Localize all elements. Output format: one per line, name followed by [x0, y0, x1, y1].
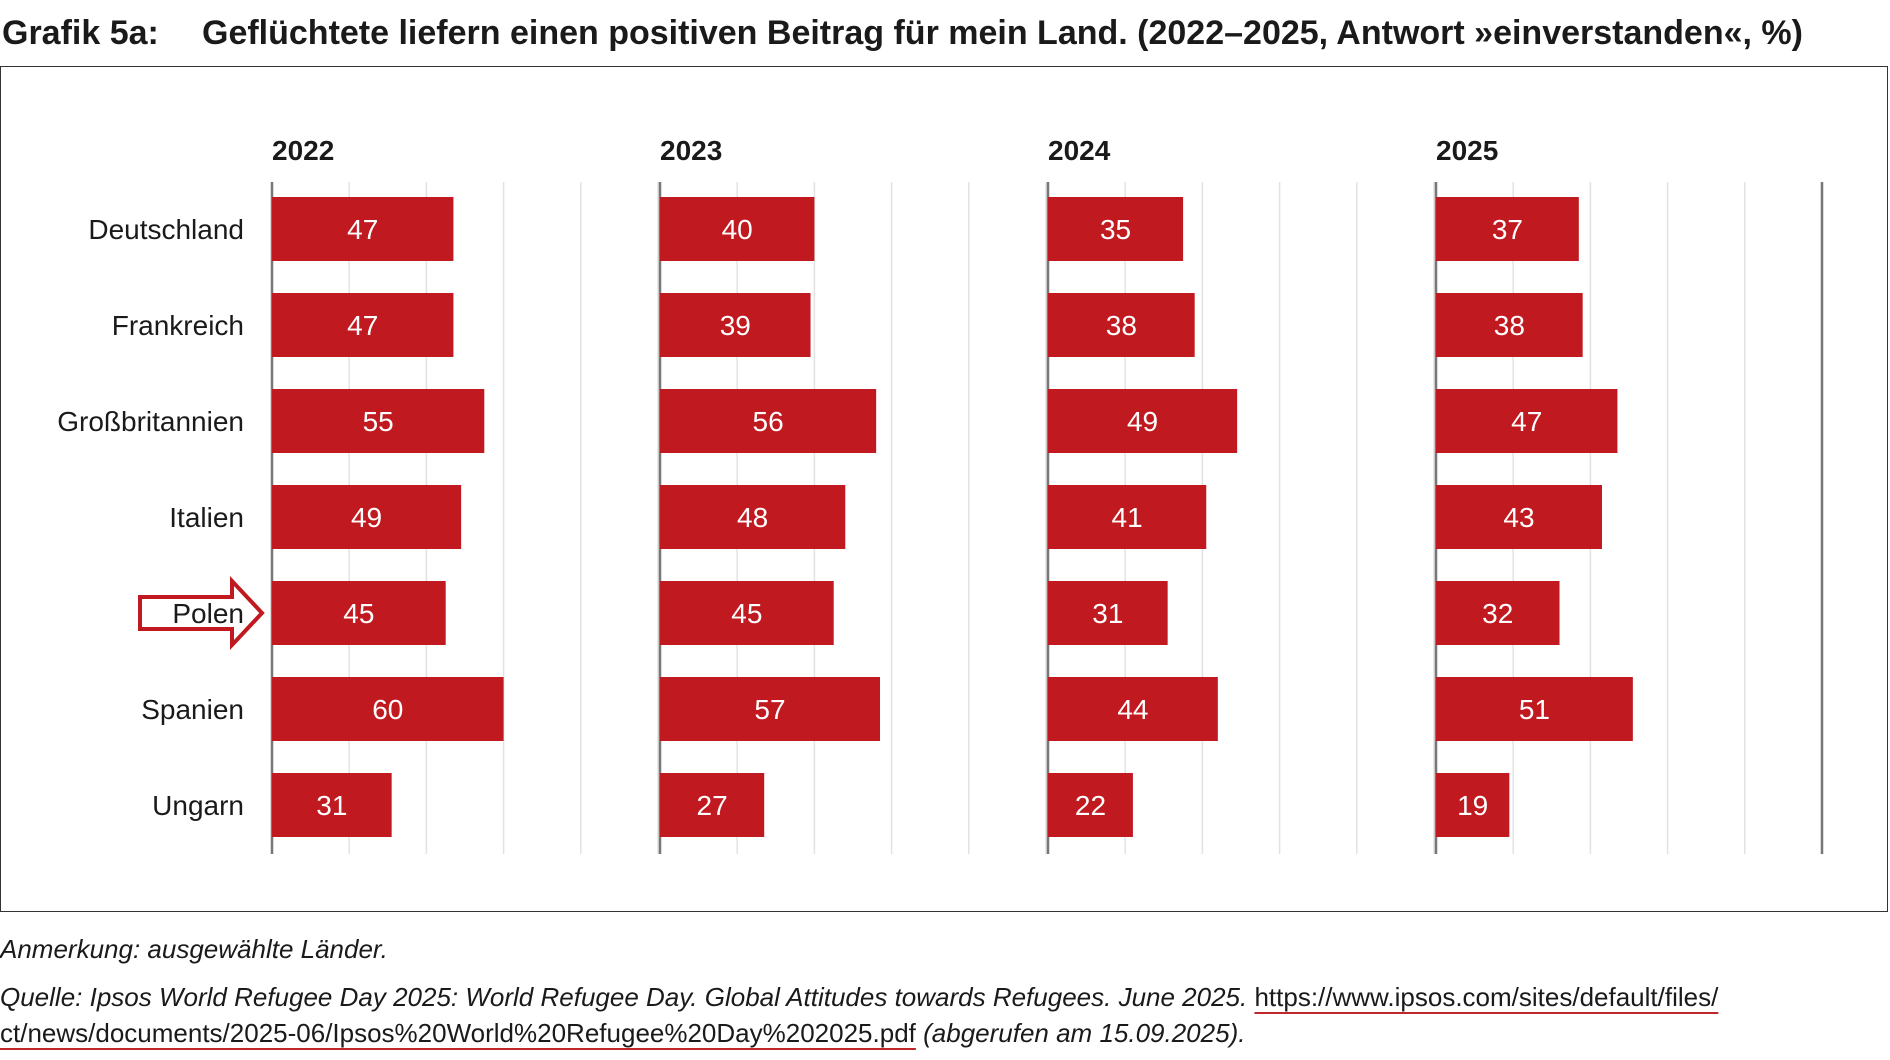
highlight-arrow-icon [138, 575, 265, 651]
category-label: Frankreich [112, 310, 244, 341]
bar [660, 581, 834, 645]
bar [1048, 197, 1184, 261]
source-text: Quelle: Ipsos World Refugee Day 2025: Wo… [0, 982, 1255, 1012]
source-link-part-1[interactable]: https://www.ipsos.com/sites/default/file… [1254, 982, 1719, 1012]
bar-value-label: 38 [1494, 310, 1525, 341]
note-text: Anmerkung: ausgewählte Länder. [0, 934, 388, 964]
bar [272, 485, 462, 549]
category-label: Spanien [141, 694, 244, 725]
category-label: Italien [169, 502, 244, 533]
bar [1436, 293, 1583, 357]
bar [1436, 677, 1633, 741]
chart-title-row: Grafik 5a: Geflüchtete liefern einen pos… [0, 8, 1890, 58]
panel-title: 2025 [1436, 135, 1498, 166]
chart-title: Geflüchtete liefern einen positiven Beit… [202, 13, 1803, 52]
bar [1436, 389, 1618, 453]
chart-frame: 2022 2023 2024 2025 Deutschland Frankreich Gro… [0, 66, 1888, 912]
category-label: Polen [172, 598, 244, 629]
bar-value-label: 40 [722, 214, 753, 245]
panel-title: 2023 [660, 135, 722, 166]
bar [272, 773, 392, 837]
bar-chart: 2022 2023 2024 2025 Deutschland Frankreich Gro… [57, 135, 1824, 854]
bar-value-label: 47 [347, 214, 378, 245]
bar-value-label: 31 [316, 790, 347, 821]
bar [1048, 293, 1195, 357]
bar [272, 197, 454, 261]
bar-value-label: 49 [1127, 406, 1158, 437]
bar-value-label: 32 [1482, 598, 1513, 629]
source-access-date: (abgerufen am 15.09.2025). [915, 1018, 1246, 1048]
bar-value-label: 48 [737, 502, 768, 533]
bar-value-label: 43 [1503, 502, 1534, 533]
bar-value-label: 41 [1112, 502, 1143, 533]
category-label: Ungarn [152, 790, 244, 821]
bar [1048, 773, 1133, 837]
bar [1048, 485, 1207, 549]
bar [1436, 485, 1602, 549]
bar [272, 293, 454, 357]
bar-value-label: 45 [731, 598, 762, 629]
bar [1436, 773, 1510, 837]
bar-value-label: 49 [351, 502, 382, 533]
bar [1048, 581, 1168, 645]
panel-title: 2024 [1048, 135, 1111, 166]
bar-value-label: 37 [1492, 214, 1523, 245]
bar-value-label: 45 [343, 598, 374, 629]
panel-title: 2022 [272, 135, 334, 166]
category-label: Großbritannien [57, 406, 244, 437]
bar [660, 197, 815, 261]
bar [660, 485, 846, 549]
bar-value-label: 55 [363, 406, 394, 437]
bar-value-label: 27 [697, 790, 728, 821]
bar-value-label: 38 [1106, 310, 1137, 341]
bar [272, 677, 504, 741]
bar [660, 389, 877, 453]
bar [660, 293, 811, 357]
bar-value-label: 31 [1092, 598, 1123, 629]
source-line-2: ct/news/documents/2025-06/Ipsos%20World%… [0, 1018, 1245, 1049]
category-label: Deutschland [88, 214, 244, 245]
bar-value-label: 51 [1519, 694, 1550, 725]
source-line-1: Quelle: Ipsos World Refugee Day 2025: Wo… [0, 982, 1718, 1013]
bar-value-label: 60 [372, 694, 403, 725]
bar-value-label: 39 [720, 310, 751, 341]
bar [272, 389, 485, 453]
bar [1436, 581, 1560, 645]
bar [1048, 389, 1238, 453]
bar [272, 581, 446, 645]
bar-value-label: 19 [1457, 790, 1488, 821]
bar-value-label: 47 [347, 310, 378, 341]
bar [660, 677, 881, 741]
figure-label: Grafik 5a: [2, 13, 159, 52]
bar-value-label: 44 [1117, 694, 1148, 725]
bar [1048, 677, 1218, 741]
bar-value-label: 56 [753, 406, 784, 437]
source-link-part-2[interactable]: ct/news/documents/2025-06/Ipsos%20World%… [0, 1018, 916, 1048]
bar-value-label: 47 [1511, 406, 1542, 437]
bar-value-label: 57 [754, 694, 785, 725]
bar [660, 773, 765, 837]
bar-value-label: 22 [1075, 790, 1106, 821]
bar [1436, 197, 1579, 261]
bar-value-label: 35 [1100, 214, 1131, 245]
